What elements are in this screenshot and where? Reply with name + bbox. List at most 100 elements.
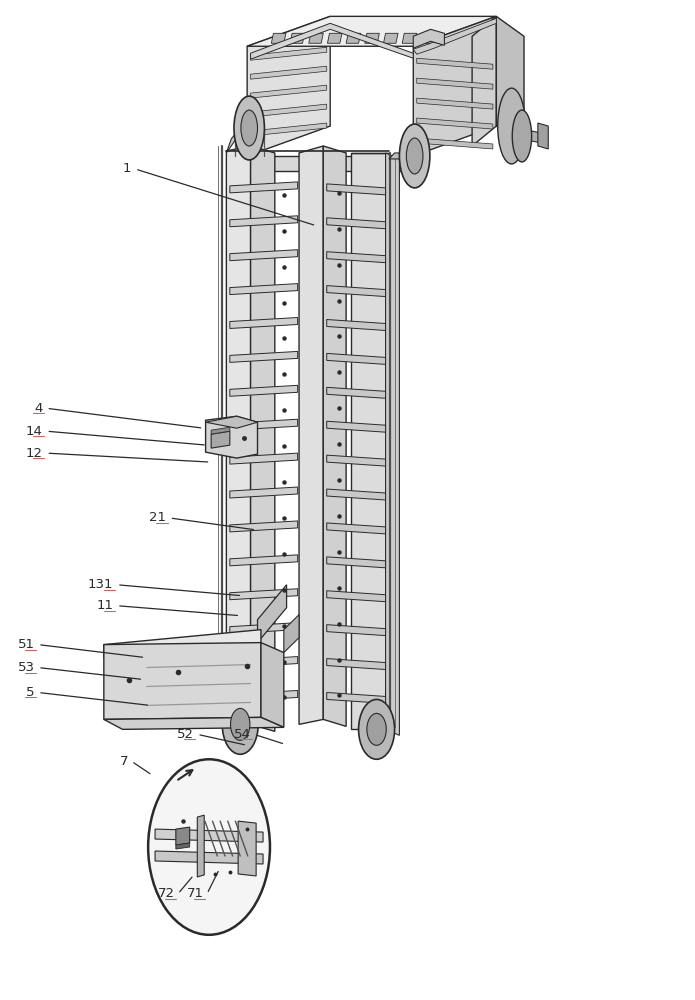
- Polygon shape: [414, 29, 444, 48]
- Polygon shape: [417, 118, 493, 129]
- Polygon shape: [230, 351, 297, 362]
- Text: 21: 21: [149, 511, 166, 524]
- Polygon shape: [206, 416, 258, 428]
- Polygon shape: [227, 146, 251, 729]
- Polygon shape: [230, 521, 297, 532]
- Polygon shape: [327, 184, 386, 195]
- Polygon shape: [230, 419, 297, 430]
- Polygon shape: [238, 821, 256, 876]
- Polygon shape: [309, 33, 323, 43]
- Polygon shape: [104, 643, 261, 719]
- Polygon shape: [299, 146, 323, 724]
- Polygon shape: [251, 23, 414, 59]
- Polygon shape: [104, 717, 284, 729]
- Polygon shape: [327, 387, 386, 398]
- Polygon shape: [538, 123, 548, 149]
- Polygon shape: [402, 33, 417, 43]
- Polygon shape: [327, 625, 386, 636]
- Polygon shape: [247, 156, 414, 171]
- Polygon shape: [211, 431, 230, 448]
- Polygon shape: [251, 66, 327, 79]
- Polygon shape: [176, 843, 190, 849]
- Ellipse shape: [359, 699, 395, 759]
- Text: 54: 54: [234, 728, 251, 741]
- Ellipse shape: [234, 96, 264, 160]
- Polygon shape: [230, 385, 297, 396]
- Ellipse shape: [407, 138, 423, 174]
- Polygon shape: [230, 216, 297, 227]
- Polygon shape: [421, 33, 435, 43]
- Ellipse shape: [512, 110, 532, 162]
- Polygon shape: [417, 78, 493, 89]
- Ellipse shape: [367, 713, 386, 745]
- Text: 72: 72: [158, 887, 174, 900]
- Polygon shape: [417, 58, 493, 69]
- Polygon shape: [327, 218, 386, 229]
- Text: 12: 12: [26, 447, 43, 460]
- Text: 52: 52: [177, 728, 194, 741]
- Polygon shape: [230, 487, 297, 498]
- Polygon shape: [496, 16, 524, 146]
- Polygon shape: [327, 523, 386, 534]
- Polygon shape: [346, 33, 361, 43]
- Polygon shape: [327, 557, 386, 568]
- Ellipse shape: [231, 708, 250, 740]
- Polygon shape: [323, 146, 346, 726]
- Polygon shape: [104, 630, 261, 658]
- Polygon shape: [176, 827, 190, 845]
- Polygon shape: [230, 453, 297, 464]
- Polygon shape: [327, 286, 386, 297]
- Polygon shape: [327, 455, 386, 466]
- Polygon shape: [230, 318, 297, 328]
- Polygon shape: [230, 250, 297, 261]
- Polygon shape: [251, 146, 275, 731]
- Polygon shape: [327, 692, 386, 703]
- Polygon shape: [417, 138, 493, 149]
- Polygon shape: [251, 104, 327, 117]
- Polygon shape: [384, 33, 398, 43]
- Polygon shape: [522, 129, 541, 143]
- Polygon shape: [206, 416, 258, 458]
- Polygon shape: [261, 643, 284, 727]
- Polygon shape: [365, 33, 379, 43]
- Polygon shape: [389, 153, 410, 159]
- Text: 11: 11: [97, 599, 113, 612]
- Polygon shape: [247, 16, 496, 46]
- Text: 1: 1: [123, 162, 131, 175]
- Polygon shape: [230, 690, 297, 701]
- Polygon shape: [327, 353, 386, 364]
- Text: 131: 131: [88, 578, 113, 591]
- Polygon shape: [251, 47, 327, 60]
- Text: 5: 5: [26, 686, 35, 699]
- Polygon shape: [230, 623, 297, 634]
- Polygon shape: [417, 98, 493, 109]
- Polygon shape: [351, 153, 389, 729]
- Polygon shape: [414, 16, 496, 156]
- Ellipse shape: [498, 88, 525, 164]
- Polygon shape: [230, 657, 297, 668]
- Polygon shape: [155, 829, 263, 842]
- Polygon shape: [227, 123, 244, 153]
- Circle shape: [148, 759, 270, 935]
- Polygon shape: [290, 33, 304, 43]
- Polygon shape: [230, 182, 297, 193]
- Polygon shape: [327, 591, 386, 602]
- Text: 7: 7: [120, 755, 128, 768]
- Polygon shape: [386, 153, 400, 735]
- Polygon shape: [258, 585, 286, 643]
- Polygon shape: [327, 659, 386, 670]
- Polygon shape: [327, 489, 386, 500]
- Polygon shape: [271, 33, 286, 43]
- Text: 14: 14: [26, 425, 43, 438]
- Polygon shape: [327, 252, 386, 263]
- Text: 71: 71: [186, 887, 204, 900]
- Text: 53: 53: [17, 661, 35, 674]
- Polygon shape: [230, 284, 297, 295]
- Ellipse shape: [241, 110, 258, 146]
- Text: 4: 4: [35, 402, 43, 415]
- Polygon shape: [327, 421, 386, 432]
- Polygon shape: [414, 18, 496, 54]
- Ellipse shape: [400, 124, 430, 188]
- Polygon shape: [251, 85, 327, 98]
- Polygon shape: [327, 33, 342, 43]
